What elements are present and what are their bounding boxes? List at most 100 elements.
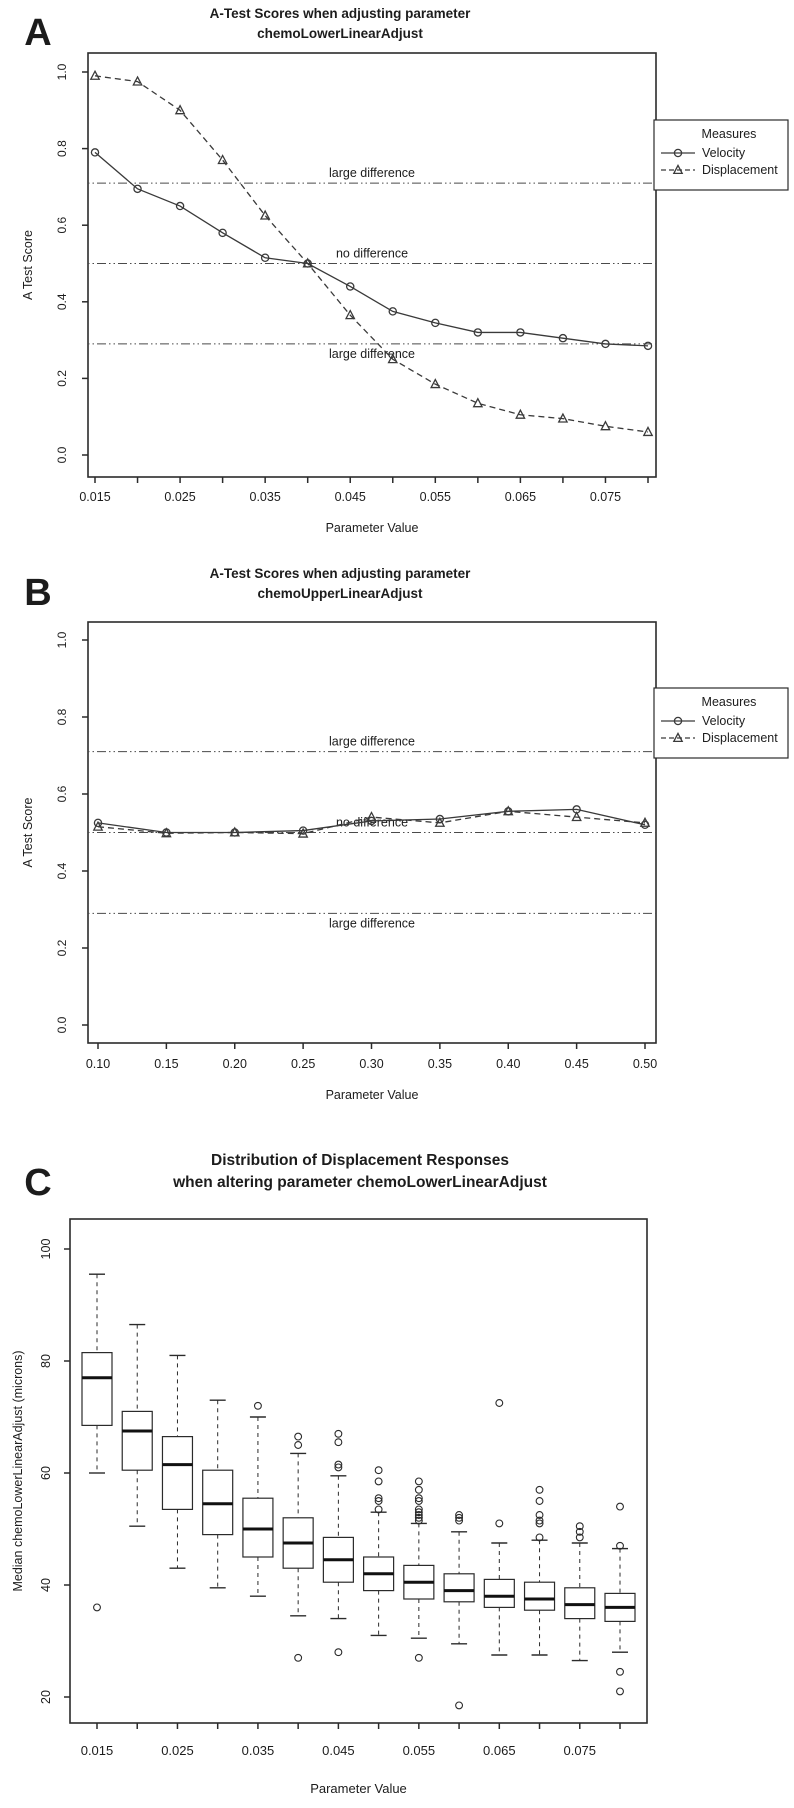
outlier-point <box>334 1460 343 1469</box>
y-tick-label: 40 <box>39 1578 53 1592</box>
velocity-marker <box>93 818 103 828</box>
outlier-point <box>535 1485 544 1494</box>
iqr-box <box>523 1581 556 1611</box>
displacement-marker <box>434 816 446 827</box>
x-tick-label: 0.045 <box>335 490 366 504</box>
x-tick-label: 0.45 <box>564 1057 588 1071</box>
velocity-marker <box>643 341 653 351</box>
outlier-point <box>334 1429 343 1438</box>
outlier-point <box>414 1494 423 1503</box>
outlier-point <box>535 1497 544 1505</box>
outlier-point <box>414 1485 423 1494</box>
x-axis-title: Parameter Value <box>326 521 419 535</box>
legend-entry-label: Displacement <box>702 731 778 745</box>
boxplot <box>282 1432 314 1662</box>
reference-line-label: large difference <box>329 916 415 930</box>
panel-label: A <box>24 12 51 54</box>
y-tick-label: 0.8 <box>55 708 69 725</box>
panel-label: B <box>24 572 51 614</box>
legend-displacement-marker <box>672 164 684 175</box>
boxplot <box>242 1401 274 1597</box>
velocity-marker <box>558 333 568 343</box>
x-tick-label: 0.20 <box>223 1057 247 1071</box>
displacement-marker <box>229 826 241 837</box>
legend: Measures Velocity Displacement <box>653 687 789 759</box>
outlier-point <box>414 1508 423 1517</box>
outlier-point <box>575 1527 584 1536</box>
x-axis: 0.015 0.025 0.035 0.045 0.055 0.065 0.075 <box>79 477 649 504</box>
outlier-point <box>575 1533 584 1542</box>
outlier-point <box>374 1477 383 1486</box>
displacement-marker <box>639 816 651 827</box>
outlier-point <box>414 1497 423 1505</box>
y-tick-label: 100 <box>39 1239 53 1260</box>
x-axis-title: Parameter Value <box>326 1088 419 1102</box>
displacement-marker <box>132 75 143 86</box>
x-tick-label: 0.10 <box>86 1057 110 1071</box>
y-tick-label: 0.8 <box>55 140 69 157</box>
outlier-point <box>535 1533 544 1542</box>
velocity-marker <box>90 148 100 157</box>
x-tick-label: 0.065 <box>505 490 536 504</box>
displacement-marker <box>387 353 399 364</box>
boxplot <box>363 1466 395 1637</box>
chart-title-line2: when altering parameter chemoLowerLinear… <box>172 1174 547 1191</box>
legend-box <box>653 687 789 759</box>
outlier-point <box>455 1513 464 1522</box>
outlier-point <box>253 1401 262 1410</box>
displacement-marker <box>344 309 356 320</box>
displacement-marker <box>515 408 526 419</box>
legend-displacement-marker <box>672 732 684 743</box>
outlier-point <box>455 1511 464 1519</box>
displacement-marker <box>161 827 172 838</box>
reference-line-label: large difference <box>329 166 415 180</box>
outlier-point <box>414 1505 423 1514</box>
x-tick-label: 0.025 <box>164 490 195 504</box>
velocity-marker <box>218 228 227 238</box>
legend-title: Measures <box>702 127 757 141</box>
displacement-marker <box>297 827 309 838</box>
y-tick-label: 0.0 <box>55 1016 69 1033</box>
y-axis: 0.0 0.2 0.4 0.6 0.8 1.0 <box>55 631 88 1033</box>
displacement-marker <box>174 104 186 115</box>
x-axis: 0.10 0.15 0.20 0.25 0.30 0.35 0.40 0.45 0.50 <box>86 1043 657 1071</box>
boxplot <box>443 1511 475 1710</box>
displacement-series <box>89 69 654 437</box>
x-tick-label: 0.025 <box>161 1743 194 1758</box>
outlier-point <box>374 1494 383 1503</box>
displacement-marker <box>430 378 441 389</box>
y-tick-label: 0.0 <box>55 446 69 463</box>
chart-title-line2: chemoUpperLinearAdjust <box>257 586 423 601</box>
x-tick-label: 0.075 <box>563 1743 596 1758</box>
boxplot <box>483 1399 515 1656</box>
x-tick-label: 0.50 <box>633 1057 657 1071</box>
y-tick-label: 80 <box>39 1354 53 1368</box>
boxplot <box>161 1354 194 1569</box>
chart-title-line2: chemoLowerLinearAdjust <box>257 26 423 41</box>
legend-box <box>653 119 789 191</box>
displacement-marker <box>89 69 101 80</box>
boxplot <box>81 1273 113 1612</box>
outlier-point <box>535 1511 544 1519</box>
velocity-marker <box>260 253 270 263</box>
chart-title: A-Test Scores when adjusting parameter ch… <box>210 566 472 601</box>
displacement-marker <box>642 426 654 437</box>
iqr-box <box>443 1573 475 1603</box>
outlier-point <box>616 1502 624 1511</box>
outlier-point <box>334 1648 343 1657</box>
velocity-series <box>90 148 653 351</box>
velocity-marker <box>133 184 142 194</box>
chart-title-line1: A-Test Scores when adjusting parameter <box>210 6 472 21</box>
outlier-point <box>374 1466 383 1475</box>
reference-line-label: large difference <box>329 347 415 361</box>
legend: Measures Velocity Displacement <box>653 119 789 191</box>
x-tick-label: 0.075 <box>590 490 621 504</box>
y-tick-label: 20 <box>39 1690 53 1704</box>
boxplot <box>564 1522 596 1662</box>
plot-frame <box>87 52 657 478</box>
outlier-point <box>414 1513 423 1522</box>
chart-title: A-Test Scores when adjusting parameter ch… <box>210 6 472 41</box>
plot-frame <box>69 1218 648 1724</box>
outlier-point <box>575 1522 584 1531</box>
